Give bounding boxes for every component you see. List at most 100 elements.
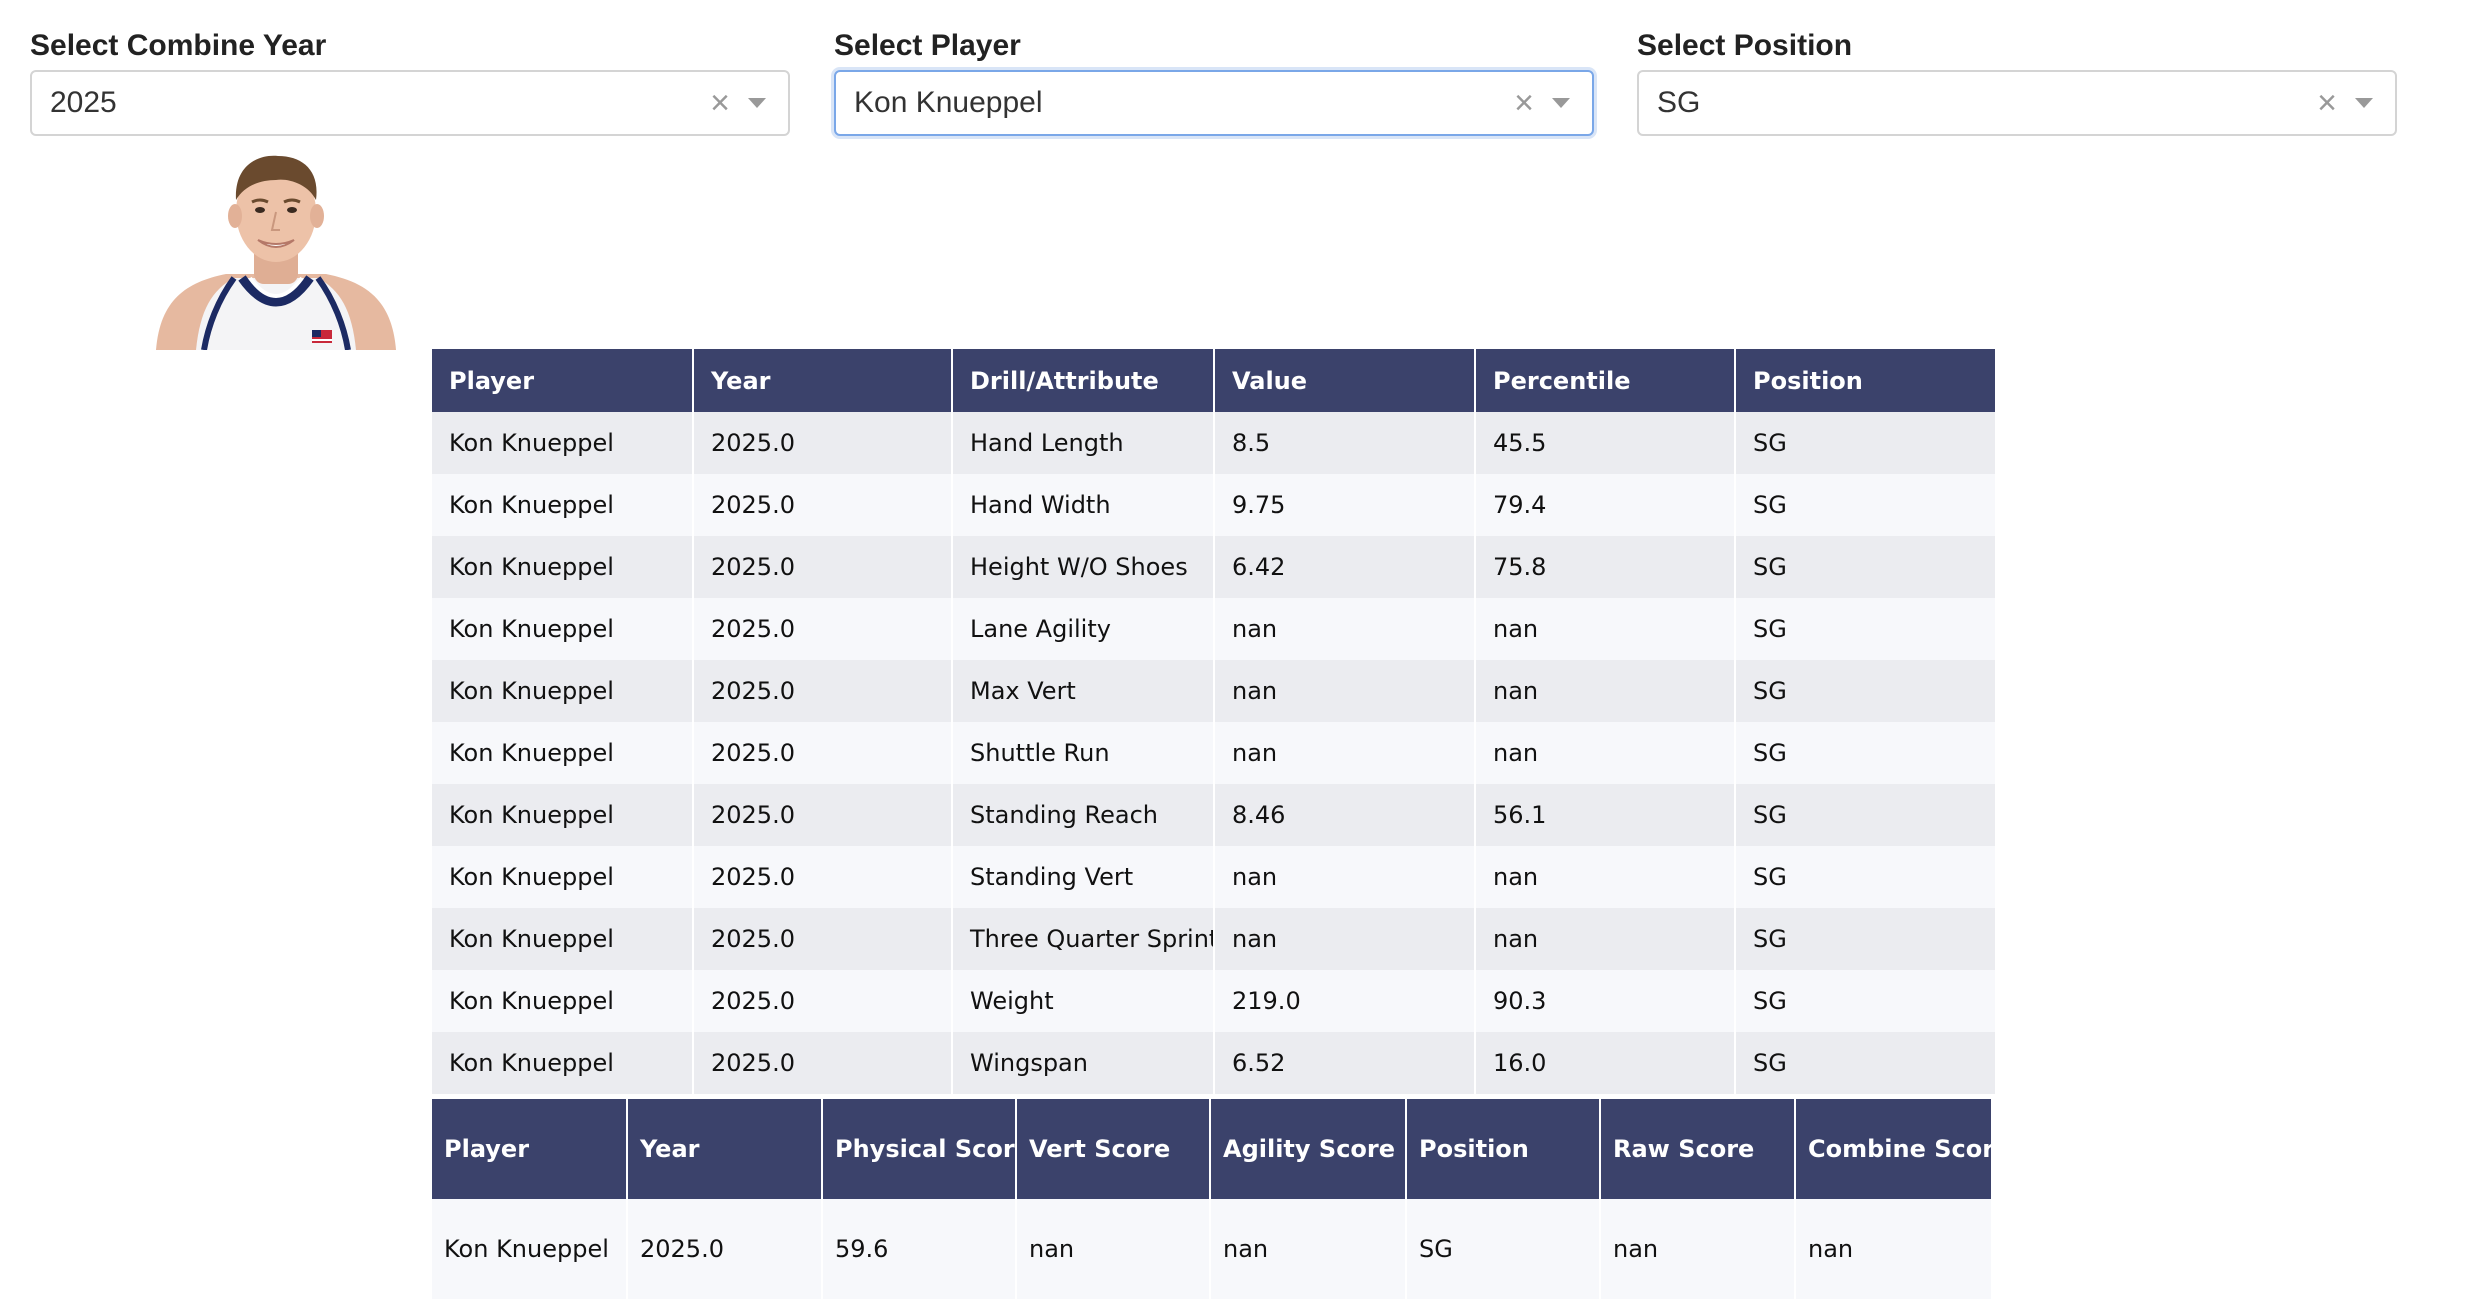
table-cell: nan (1210, 1199, 1407, 1299)
table-cell: nan (1795, 1199, 1993, 1299)
table-row: Kon Knueppel 2025.0 Max Vert nan nan SG (432, 660, 1997, 722)
table-cell: 79.4 (1475, 474, 1736, 536)
table-cell: 2025.0 (693, 660, 953, 722)
player-select-value: Kon Knueppel (854, 86, 1043, 119)
table-row: Kon Knueppel 2025.0 Hand Length 8.5 45.5… (432, 412, 1997, 474)
table-cell: SG (1735, 412, 1997, 474)
column-header[interactable]: Position (1735, 349, 1997, 412)
table-cell: SG (1735, 474, 1997, 536)
column-header[interactable]: Position (1406, 1099, 1601, 1199)
table-cell: 2025.0 (693, 846, 953, 908)
table-cell: 8.5 (1214, 412, 1476, 474)
table-cell: 2025.0 (693, 1032, 953, 1094)
table-cell: SG (1735, 536, 1997, 598)
chevron-down-icon[interactable] (2355, 98, 2373, 108)
player-filter-label: Select Player (834, 29, 1021, 62)
chevron-down-icon[interactable] (748, 98, 766, 108)
table-cell: 6.52 (1214, 1032, 1476, 1094)
column-header[interactable]: Raw Score (1600, 1099, 1796, 1199)
table-cell: nan (1600, 1199, 1796, 1299)
table-cell: Shuttle Run (952, 722, 1215, 784)
table-cell: Kon Knueppel (432, 474, 694, 536)
player-filter: Select Player Kon Knueppel × (834, 26, 1594, 136)
table-row: Kon Knueppel 2025.0 59.6 nan nan SG nan … (432, 1199, 1993, 1299)
table-cell: Kon Knueppel (432, 1199, 628, 1299)
table-cell: Standing Vert (952, 846, 1215, 908)
column-header[interactable]: Value (1214, 349, 1476, 412)
table-cell: SG (1735, 846, 1997, 908)
table-cell: nan (1214, 660, 1476, 722)
table-cell: SG (1735, 970, 1997, 1032)
table-cell: SG (1735, 722, 1997, 784)
combine-score-table: Player Year Physical Score Vert Score Ag… (432, 1099, 1993, 1299)
table-cell: Kon Knueppel (432, 1032, 694, 1094)
table-cell: nan (1475, 722, 1736, 784)
table-row: Kon Knueppel 2025.0 Shuttle Run nan nan … (432, 722, 1997, 784)
table-header-row: Player Year Drill/Attribute Value Percen… (432, 349, 1997, 412)
chevron-down-icon[interactable] (1552, 98, 1570, 108)
column-header[interactable]: Percentile (1475, 349, 1736, 412)
clear-icon[interactable]: × (2317, 84, 2337, 122)
table-cell: Kon Knueppel (432, 846, 694, 908)
table-row: Kon Knueppel 2025.0 Standing Vert nan na… (432, 846, 1997, 908)
table-cell: nan (1214, 598, 1476, 660)
table-cell: 16.0 (1475, 1032, 1736, 1094)
table-row: Kon Knueppel 2025.0 Hand Width 9.75 79.4… (432, 474, 1997, 536)
position-filter: Select Position SG × (1637, 26, 2397, 136)
table-cell: SG (1735, 660, 1997, 722)
player-headshot (156, 150, 396, 350)
column-header[interactable]: Vert Score (1016, 1099, 1211, 1199)
position-select[interactable]: SG × (1637, 70, 2397, 136)
table-cell: nan (1016, 1199, 1211, 1299)
table-cell: 219.0 (1214, 970, 1476, 1032)
column-header[interactable]: Drill/Attribute (952, 349, 1215, 412)
table-cell: 2025.0 (693, 970, 953, 1032)
table-row: Kon Knueppel 2025.0 Height W/O Shoes 6.4… (432, 536, 1997, 598)
drill-results-table: Player Year Drill/Attribute Value Percen… (432, 349, 1997, 1094)
column-header[interactable]: Player (432, 1099, 628, 1199)
column-header[interactable]: Year (627, 1099, 823, 1199)
table-cell: 6.42 (1214, 536, 1476, 598)
table-cell: Wingspan (952, 1032, 1215, 1094)
year-select-value: 2025 (50, 86, 117, 119)
table-cell: nan (1214, 846, 1476, 908)
table-cell: 56.1 (1475, 784, 1736, 846)
table-cell: 2025.0 (693, 412, 953, 474)
table-cell: Three Quarter Sprint (952, 908, 1215, 970)
table-cell: 2025.0 (693, 598, 953, 660)
table-cell: Kon Knueppel (432, 598, 694, 660)
column-header[interactable]: Agility Score (1210, 1099, 1407, 1199)
column-header[interactable]: Player (432, 349, 694, 412)
table-cell: 2025.0 (627, 1199, 823, 1299)
table-cell: 2025.0 (693, 908, 953, 970)
table-row: Kon Knueppel 2025.0 Three Quarter Sprint… (432, 908, 1997, 970)
table-cell: 2025.0 (693, 474, 953, 536)
table-cell: 8.46 (1214, 784, 1476, 846)
table-row: Kon Knueppel 2025.0 Standing Reach 8.46 … (432, 784, 1997, 846)
table-cell: Kon Knueppel (432, 970, 694, 1032)
table-header-row: Player Year Physical Score Vert Score Ag… (432, 1099, 1993, 1199)
player-select[interactable]: Kon Knueppel × (834, 70, 1594, 136)
table-cell: 2025.0 (693, 722, 953, 784)
table-cell: nan (1214, 908, 1476, 970)
year-select[interactable]: 2025 × (30, 70, 790, 136)
table-cell: Max Vert (952, 660, 1215, 722)
table-cell: Kon Knueppel (432, 722, 694, 784)
table-cell: Height W/O Shoes (952, 536, 1215, 598)
table-cell: Lane Agility (952, 598, 1215, 660)
table-cell: 75.8 (1475, 536, 1736, 598)
table-cell: SG (1735, 1032, 1997, 1094)
column-header[interactable]: Physical Score (822, 1099, 1017, 1199)
clear-icon[interactable]: × (1514, 84, 1534, 122)
table-cell: nan (1475, 846, 1736, 908)
table-cell: Kon Knueppel (432, 660, 694, 722)
table-cell: SG (1735, 784, 1997, 846)
column-header[interactable]: Year (693, 349, 953, 412)
year-filter-label: Select Combine Year (30, 29, 327, 62)
position-filter-label: Select Position (1637, 29, 1853, 62)
column-header[interactable]: Combine Score (1795, 1099, 1993, 1199)
table-cell: Kon Knueppel (432, 784, 694, 846)
clear-icon[interactable]: × (710, 84, 730, 122)
table-cell: Hand Width (952, 474, 1215, 536)
